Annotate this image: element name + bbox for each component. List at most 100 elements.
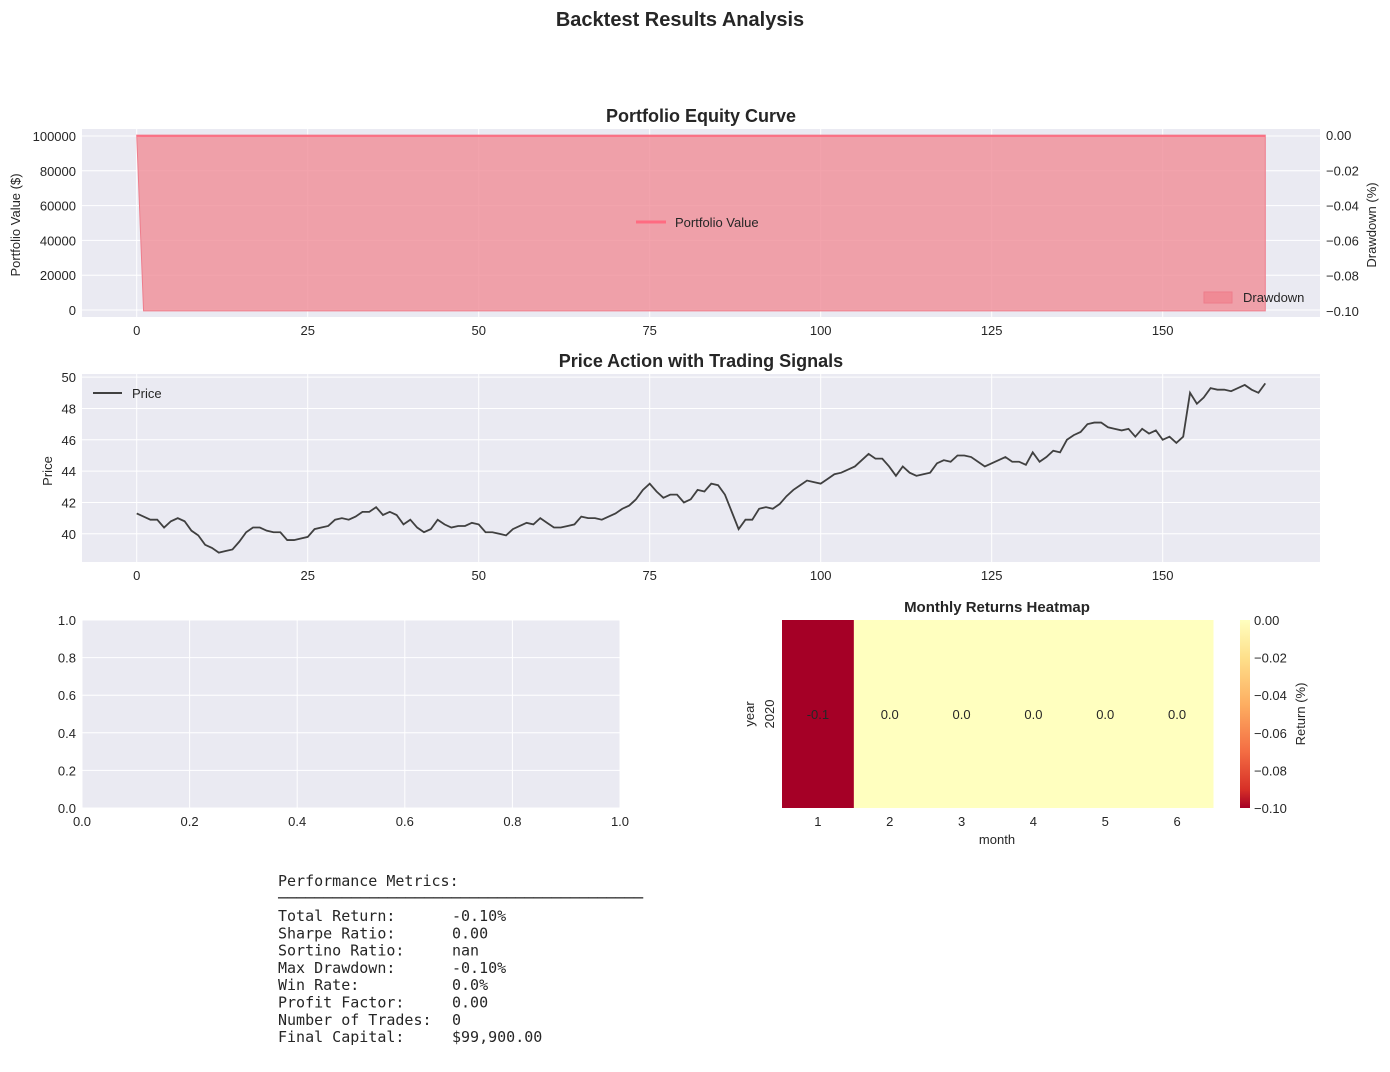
metric-value-6: 0 [452, 1011, 461, 1029]
price-xtick-3: 75 [642, 568, 656, 583]
metric-label-3: Max Drawdown: [278, 959, 395, 977]
empty-xtick-1: 0.2 [181, 814, 199, 829]
empty-plot-area [82, 620, 620, 808]
heatmap-value-1: -0.1 [807, 707, 829, 722]
heatmap-cells: -0.1 0.0 0.0 0.0 0.0 0.0 [782, 620, 1214, 808]
empty-xtick-2: 0.4 [288, 814, 306, 829]
equity-ylabel-right: Drawdown (%) [1364, 182, 1379, 267]
metric-label-0: Total Return: [278, 907, 395, 925]
empty-y-ticks: 0.0 0.2 0.4 0.6 0.8 1.0 [58, 613, 76, 816]
metrics-header: Performance Metrics: [278, 872, 459, 890]
equity-ylabel: Portfolio Value ($) [8, 173, 23, 276]
metric-value-5: 0.00 [452, 994, 488, 1012]
legend-drawdown-swatch [1204, 292, 1232, 303]
heatmap-x-ticks: 1 2 3 4 5 6 [814, 814, 1180, 829]
price-ytick-0: 40 [62, 527, 76, 542]
equity-xtick-3: 75 [642, 323, 656, 338]
price-ytick-3: 46 [62, 433, 76, 448]
metrics-rule: ──────────────────────────────────────── [277, 889, 644, 907]
price-xtick-6: 150 [1152, 568, 1174, 583]
heatmap-value-4: 0.0 [1024, 707, 1042, 722]
heatmap-row-label: 2020 [762, 700, 777, 729]
metric-label-7: Final Capital: [278, 1028, 404, 1046]
colorbar-tick-4: −0.08 [1254, 763, 1287, 778]
equity-xtick-2: 50 [471, 323, 485, 338]
metric-value-0: -0.10% [452, 907, 506, 925]
price-chart-title: Price Action with Trading Signals [559, 351, 843, 371]
metric-label-2: Sortino Ratio: [278, 942, 404, 960]
metric-label-1: Sharpe Ratio: [278, 924, 395, 942]
empty-x-ticks: 0.0 0.2 0.4 0.6 0.8 1.0 [73, 814, 629, 829]
heatmap-value-5: 0.0 [1096, 707, 1114, 722]
empty-ytick-4: 0.8 [58, 651, 76, 666]
price-xtick-2: 50 [471, 568, 485, 583]
empty-xtick-5: 1.0 [611, 814, 629, 829]
equity-ytick-4: 80000 [40, 164, 76, 179]
heatmap-value-2: 0.0 [881, 707, 899, 722]
empty-ytick-2: 0.4 [58, 726, 76, 741]
heatmap-xtick-4: 4 [1030, 814, 1037, 829]
empty-xtick-4: 0.8 [503, 814, 521, 829]
heatmap-xtick-6: 6 [1173, 814, 1180, 829]
price-xtick-1: 25 [300, 568, 314, 583]
equity-ytick-0: 0 [69, 303, 76, 318]
price-ylabel: Price [40, 456, 55, 486]
equity-xtick-0: 0 [133, 323, 140, 338]
legend-drawdown-label: Drawdown [1243, 290, 1304, 305]
colorbar-tick-5: −0.10 [1254, 801, 1287, 816]
equity-ytick-right-5: −0.10 [1326, 304, 1359, 319]
heatmap-value-6: 0.0 [1168, 707, 1186, 722]
price-chart: Price Action with Trading Signals 0 25 50 7… [40, 351, 1320, 583]
equity-x-ticks: 0 25 50 75 100 125 150 [133, 323, 1173, 338]
empty-ytick-0: 0.0 [58, 801, 76, 816]
heatmap-xtick-3: 3 [958, 814, 965, 829]
equity-ytick-3: 60000 [40, 199, 76, 214]
price-ytick-4: 48 [62, 401, 76, 416]
equity-ytick-right-3: −0.06 [1326, 234, 1359, 249]
colorbar [1240, 620, 1250, 808]
equity-y-ticks: 0 20000 40000 60000 80000 100000 [33, 129, 76, 318]
price-ytick-1: 42 [62, 495, 76, 510]
empty-ytick-3: 0.6 [58, 688, 76, 703]
metrics-rows: Total Return: -0.10% Sharpe Ratio: 0.00 Sort… [278, 907, 542, 1046]
price-x-ticks: 0 25 50 75 100 125 150 [133, 568, 1173, 583]
price-ytick-2: 44 [62, 464, 76, 479]
colorbar-tick-1: −0.02 [1254, 651, 1287, 666]
performance-metrics: Performance Metrics: ───────────────────… [277, 872, 644, 1046]
heatmap-title: Monthly Returns Heatmap [904, 599, 1090, 616]
metric-label-4: Win Rate: [278, 976, 359, 994]
colorbar-tick-3: −0.06 [1254, 726, 1287, 741]
figure-title: Backtest Results Analysis [556, 9, 804, 31]
legend-price-label: Price [132, 386, 162, 401]
empty-xtick-3: 0.6 [396, 814, 414, 829]
equity-ytick-2: 40000 [40, 233, 76, 248]
equity-ytick-1: 20000 [40, 268, 76, 283]
price-ytick-5: 50 [62, 370, 76, 385]
metric-value-2: nan [452, 942, 479, 960]
heatmap-value-3: 0.0 [953, 707, 971, 722]
colorbar-ticks: 0.00−0.02−0.04−0.06−0.08−0.10 [1254, 613, 1287, 816]
colorbar-label: Return (%) [1293, 683, 1308, 746]
price-xtick-5: 125 [981, 568, 1003, 583]
price-xtick-0: 0 [133, 568, 140, 583]
metric-label-5: Profit Factor: [278, 994, 404, 1012]
equity-xtick-1: 25 [300, 323, 314, 338]
legend-drawdown: Drawdown [1204, 290, 1304, 305]
metric-value-3: -0.10% [452, 959, 506, 977]
equity-xtick-4: 100 [810, 323, 832, 338]
empty-ytick-5: 1.0 [58, 613, 76, 628]
empty-xtick-0: 0.0 [73, 814, 91, 829]
metric-label-6: Number of Trades: [278, 1011, 432, 1029]
legend-portfolio-value-label: Portfolio Value [675, 215, 759, 230]
equity-y-ticks-right: 0.00−0.02−0.04−0.06−0.08−0.10 [1326, 128, 1359, 319]
metric-value-7: $99,900.00 [452, 1028, 542, 1046]
equity-ytick-right-0: 0.00 [1326, 128, 1351, 143]
equity-ytick-5: 100000 [33, 129, 76, 144]
colorbar-tick-2: −0.04 [1254, 688, 1287, 703]
heatmap-xlabel: month [979, 832, 1015, 847]
equity-xtick-5: 125 [981, 323, 1003, 338]
empty-ytick-1: 0.2 [58, 763, 76, 778]
heatmap-xtick-5: 5 [1102, 814, 1109, 829]
heatmap-xtick-2: 2 [886, 814, 893, 829]
